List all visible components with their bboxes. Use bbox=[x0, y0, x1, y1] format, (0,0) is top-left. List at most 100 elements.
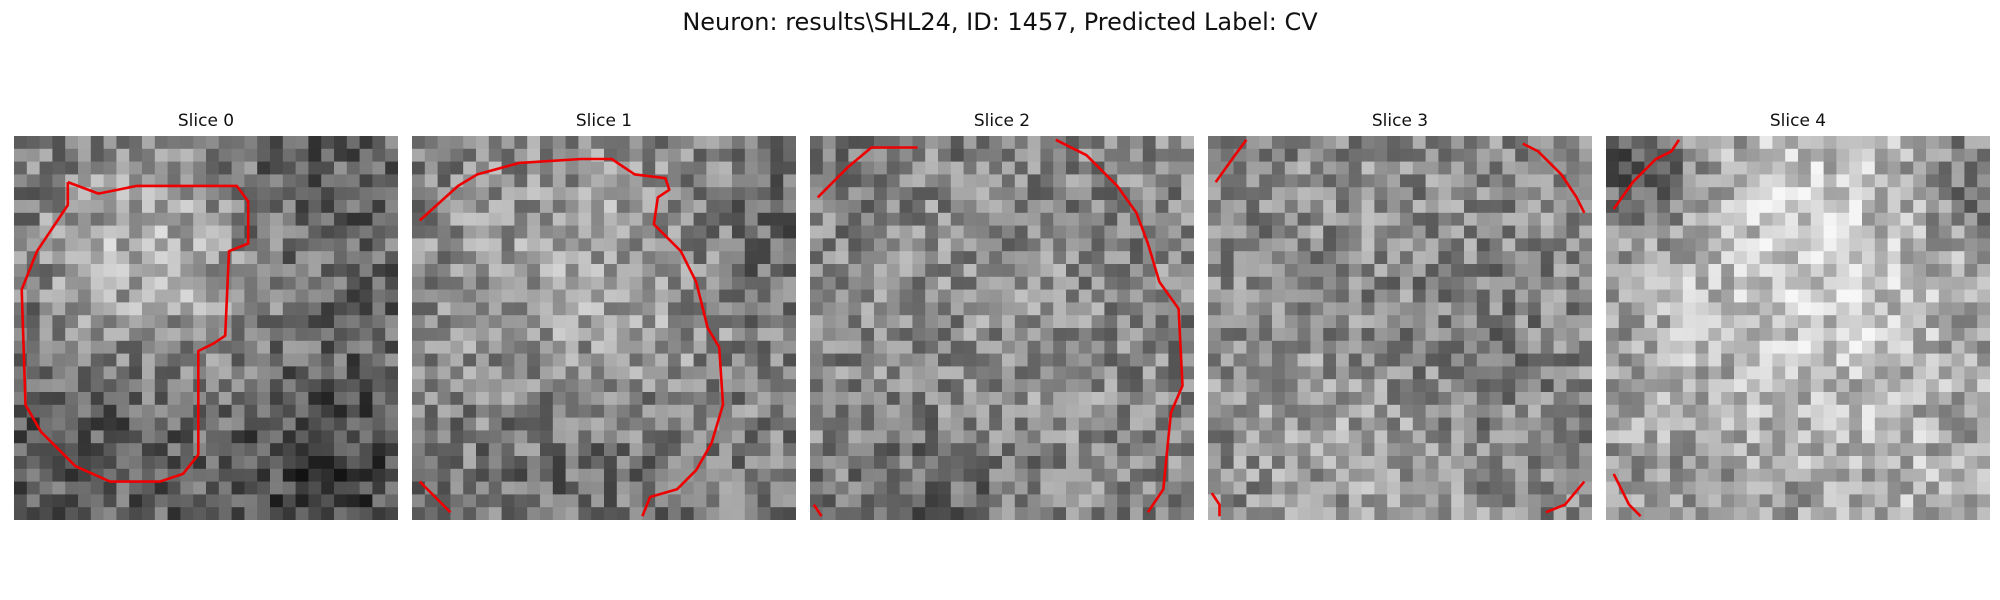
pixel bbox=[257, 225, 271, 239]
pixel bbox=[1400, 430, 1414, 444]
pixel bbox=[1374, 340, 1388, 355]
pixel bbox=[1759, 315, 1773, 329]
pixel bbox=[1528, 302, 1542, 316]
pixel bbox=[488, 136, 503, 150]
pixel bbox=[989, 353, 1003, 367]
pixel bbox=[1451, 366, 1465, 380]
pixel bbox=[193, 238, 207, 252]
pixel bbox=[1977, 212, 1990, 227]
pixel bbox=[1002, 161, 1016, 175]
pixel bbox=[1708, 456, 1722, 470]
pixel bbox=[1964, 353, 1978, 367]
pixel bbox=[744, 187, 759, 201]
pixel bbox=[886, 238, 901, 252]
pixel bbox=[1951, 353, 1965, 367]
pixel bbox=[1502, 392, 1516, 406]
pixel bbox=[1528, 417, 1542, 431]
pixel bbox=[167, 302, 181, 316]
pixel bbox=[1798, 225, 1812, 239]
pixel bbox=[719, 276, 733, 291]
pixel bbox=[1913, 481, 1927, 495]
pixel bbox=[308, 392, 322, 406]
pixel bbox=[1040, 494, 1054, 508]
pixel bbox=[552, 264, 567, 278]
pixel bbox=[1259, 417, 1273, 431]
pixel bbox=[1708, 200, 1722, 214]
pixel bbox=[103, 456, 117, 470]
pixel bbox=[463, 264, 477, 278]
pixel bbox=[976, 404, 990, 419]
pixel bbox=[1553, 276, 1567, 291]
pixel bbox=[167, 276, 181, 291]
pixel bbox=[1425, 379, 1439, 393]
pixel bbox=[1721, 507, 1735, 520]
pixel bbox=[1168, 379, 1182, 393]
pixel bbox=[437, 200, 451, 214]
pixel bbox=[1464, 328, 1478, 342]
pixel bbox=[1606, 174, 1620, 188]
pixel bbox=[244, 289, 258, 303]
pixel bbox=[848, 404, 862, 419]
slice-panel-4: Slice 4 bbox=[1606, 108, 1990, 520]
pixel bbox=[359, 276, 373, 291]
pixel bbox=[1759, 148, 1773, 163]
pixel bbox=[1836, 379, 1850, 393]
pixel bbox=[1849, 507, 1863, 520]
pixel bbox=[501, 136, 515, 150]
pixel bbox=[1310, 187, 1324, 201]
pixel bbox=[1053, 174, 1067, 188]
pixel bbox=[78, 174, 92, 188]
pixel bbox=[1913, 174, 1927, 188]
pixel bbox=[1323, 174, 1337, 188]
pixel bbox=[1040, 353, 1054, 367]
pixel bbox=[1476, 276, 1491, 291]
pixel bbox=[308, 315, 322, 329]
pixel bbox=[1438, 148, 1452, 163]
pixel bbox=[527, 392, 541, 406]
pixel bbox=[680, 494, 695, 508]
pixel bbox=[783, 456, 796, 470]
pixel bbox=[295, 443, 309, 457]
pixel bbox=[719, 468, 733, 483]
pixel bbox=[1053, 187, 1067, 201]
pixel bbox=[899, 417, 913, 431]
pixel bbox=[1631, 148, 1645, 163]
pixel bbox=[757, 328, 771, 342]
pixel bbox=[1606, 302, 1620, 316]
pixel bbox=[719, 507, 733, 520]
pixel bbox=[1451, 174, 1465, 188]
pixel bbox=[450, 468, 464, 483]
pixel bbox=[1297, 136, 1311, 150]
pixel bbox=[1874, 340, 1889, 355]
pixel bbox=[1297, 187, 1311, 201]
pixel bbox=[1438, 328, 1452, 342]
pixel bbox=[616, 430, 631, 444]
pixel bbox=[488, 187, 503, 201]
pixel bbox=[103, 200, 117, 214]
pixel bbox=[295, 366, 309, 380]
pixel bbox=[1438, 161, 1452, 175]
pixel bbox=[874, 302, 888, 316]
pixel bbox=[1027, 456, 1041, 470]
pixel bbox=[1528, 200, 1542, 214]
pixel bbox=[810, 340, 824, 355]
pixel bbox=[1964, 430, 1978, 444]
pixel bbox=[321, 238, 335, 252]
pixel bbox=[1078, 212, 1093, 227]
pixel bbox=[1284, 468, 1299, 483]
pixel bbox=[501, 494, 515, 508]
pixel bbox=[1259, 507, 1273, 520]
pixel bbox=[295, 276, 309, 291]
pixel bbox=[1361, 494, 1375, 508]
pixel bbox=[1682, 251, 1697, 265]
pixel bbox=[693, 212, 707, 227]
pixel bbox=[1670, 340, 1684, 355]
pixel bbox=[488, 456, 503, 470]
pixel bbox=[822, 430, 837, 444]
pixel bbox=[719, 148, 733, 163]
pixel bbox=[488, 443, 503, 457]
pixel bbox=[142, 340, 156, 355]
pixel bbox=[706, 136, 720, 150]
pixel bbox=[1246, 212, 1260, 227]
pixel bbox=[501, 366, 515, 380]
